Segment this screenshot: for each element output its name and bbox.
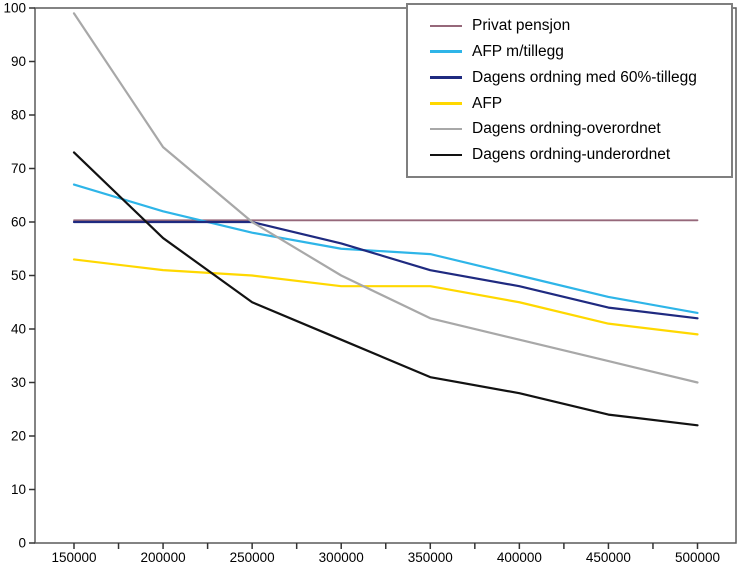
- legend-label: Dagens ordning med 60%-tillegg: [472, 68, 697, 86]
- series-line-afp: [72, 258, 699, 336]
- legend-swatch: [430, 76, 462, 79]
- y-tick-label: 20: [11, 429, 26, 444]
- x-tick-label: 200000: [141, 550, 186, 565]
- series-line-dagens-ordning-med-60-tillegg: [72, 220, 699, 320]
- series-line-afp-m-tillegg: [72, 183, 699, 315]
- chart-legend: Privat pensjon AFP m/tillegg Dagens ordnin…: [406, 3, 733, 178]
- x-tick-label: 500000: [675, 550, 720, 565]
- legend-swatch: [430, 153, 462, 157]
- legend-item: Dagens ordning-overordnet: [430, 116, 727, 142]
- y-tick-label: 50: [11, 268, 26, 283]
- y-tick-label: 60: [11, 215, 26, 230]
- legend-item: AFP: [430, 90, 727, 116]
- legend-item: Dagens ordning med 60%-tillegg: [430, 65, 727, 91]
- x-tick-label: 300000: [319, 550, 364, 565]
- y-tick-label: 0: [18, 536, 26, 551]
- legend-label: Dagens ordning-underordnet: [472, 146, 671, 164]
- x-tick-label: 150000: [51, 550, 96, 565]
- x-tick-label: 350000: [408, 550, 453, 565]
- y-tick-label: 80: [11, 108, 26, 123]
- y-tick-label: 90: [11, 54, 26, 69]
- y-tick-label: 70: [11, 161, 26, 176]
- legend-label: AFP: [472, 94, 503, 112]
- legend-label: Privat pensjon: [472, 17, 571, 35]
- series-line-dagens-ordning-overordnet: [72, 12, 699, 384]
- legend-item: AFP m/tillegg: [430, 39, 727, 65]
- legend-swatch: [430, 127, 462, 131]
- y-tick-label: 100: [3, 1, 26, 16]
- legend-swatch: [430, 102, 462, 105]
- legend-label: AFP m/tillegg: [472, 42, 564, 60]
- legend-item: Privat pensjon: [430, 13, 727, 39]
- series-line-dagens-ordning-underordnet: [72, 151, 699, 427]
- x-tick-label: 250000: [230, 550, 275, 565]
- legend-label: Dagens ordning-overordnet: [472, 120, 661, 138]
- x-tick-label: 400000: [497, 550, 542, 565]
- legend-item: Dagens ordning-underordnet: [430, 142, 727, 168]
- x-tick-label: 450000: [586, 550, 631, 565]
- legend-swatch: [430, 24, 462, 28]
- legend-swatch: [430, 50, 462, 53]
- y-tick-label: 40: [11, 322, 26, 337]
- y-tick-label: 10: [11, 482, 26, 497]
- y-tick-label: 30: [11, 375, 26, 390]
